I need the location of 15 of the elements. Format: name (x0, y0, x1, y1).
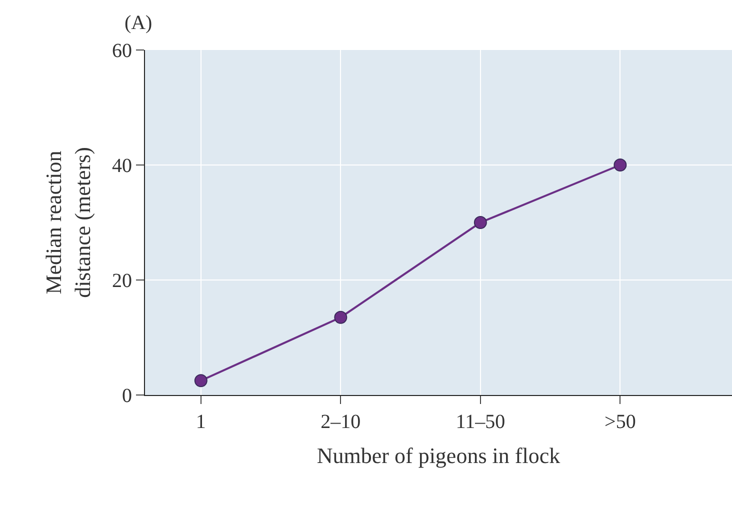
y-axis-title: Median reaction distance (meters) (41, 147, 95, 298)
y-tick-label: 20 (112, 270, 132, 292)
x-tick-label: 11–50 (456, 411, 506, 433)
y-tick-label: 0 (122, 385, 132, 407)
point (334, 310, 348, 324)
x-axis-title: Number of pigeons in flock (316, 442, 560, 468)
y-tick-label: 60 (112, 40, 132, 62)
chart-title: (A) (124, 12, 152, 34)
x-tick-label: >50 (604, 411, 636, 433)
y-tick-label: 40 (112, 155, 132, 177)
point (474, 216, 487, 229)
point (194, 374, 208, 388)
x-tick-label: 1 (196, 411, 206, 433)
x-tick-label: 2–10 (320, 411, 361, 433)
point (614, 158, 627, 172)
